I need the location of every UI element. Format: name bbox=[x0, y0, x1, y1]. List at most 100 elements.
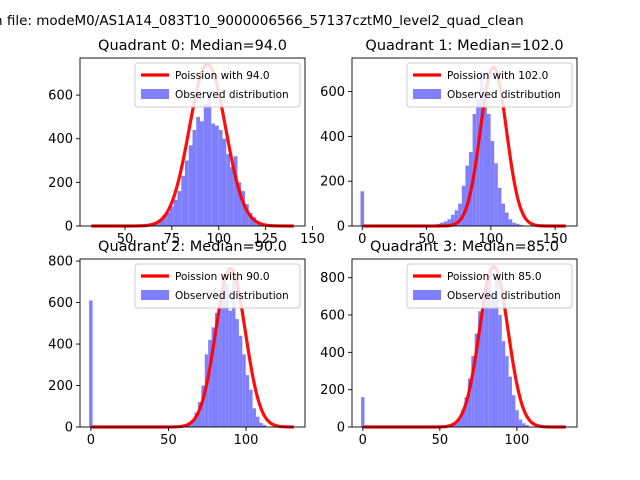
hist-bar bbox=[226, 154, 230, 226]
legend-hist-label: Observed distribution bbox=[175, 290, 289, 302]
hist-bar bbox=[512, 222, 516, 226]
hist-bar bbox=[490, 140, 495, 226]
hist-bar bbox=[498, 315, 502, 427]
legend: Poission with 102.0 Observed distribution bbox=[406, 62, 573, 108]
hist-bar bbox=[185, 160, 189, 226]
hist-bar bbox=[245, 375, 250, 427]
hist-bar bbox=[211, 123, 215, 226]
x-tick-label: 50 bbox=[160, 433, 177, 448]
hist-bar bbox=[471, 356, 475, 427]
panel-title: Quadrant 1: Median=102.0 bbox=[365, 38, 563, 54]
hist-bar bbox=[232, 277, 236, 427]
hist-bar bbox=[511, 395, 516, 427]
hist-bar bbox=[454, 423, 458, 427]
hist-bar bbox=[170, 206, 174, 226]
x-tick-label: 125 bbox=[253, 232, 278, 247]
hist-bar bbox=[201, 385, 205, 427]
panel-quadrant-2: 0 50 100 0 200 400 600 800 Quadrant 2: Median=90… bbox=[48, 239, 306, 448]
x-tick-label: 0 bbox=[359, 433, 367, 448]
y-tick-label: 600 bbox=[320, 85, 345, 100]
y-tick-label: 0 bbox=[337, 421, 345, 436]
panel-title: Quadrant 3: Median=85.0 bbox=[370, 239, 559, 255]
hist-bar bbox=[491, 296, 496, 427]
panel-quadrant-3: 0 50 100 0 200 400 600 800 Quadrant 3: Median=85… bbox=[320, 239, 578, 448]
hist-bar bbox=[487, 114, 491, 226]
hist-bar bbox=[255, 416, 260, 427]
hist-bar bbox=[451, 214, 455, 226]
hist-bar bbox=[211, 327, 215, 427]
hist-bar bbox=[447, 219, 451, 226]
x-tick-label: 150 bbox=[543, 232, 568, 247]
panel-quadrant-1: 0 50 100 150 0 200 400 600 Quadrant 1: Median=10… bbox=[320, 38, 578, 247]
y-tick-label: 600 bbox=[48, 89, 73, 104]
hist-bar bbox=[360, 191, 365, 226]
y-tick-label: 0 bbox=[65, 220, 73, 235]
hist-bar bbox=[515, 410, 519, 427]
x-tick-label: 50 bbox=[418, 232, 435, 247]
legend-hist-swatch bbox=[141, 89, 169, 99]
y-tick-label: 600 bbox=[48, 296, 73, 311]
hist-bar bbox=[515, 223, 520, 226]
x-tick-label: 100 bbox=[234, 433, 259, 448]
hist-bar bbox=[494, 163, 498, 226]
hist-bar bbox=[461, 410, 465, 427]
hist-bar bbox=[464, 397, 468, 427]
y-tick-label: 800 bbox=[320, 271, 345, 286]
y-tick-label: 200 bbox=[48, 176, 73, 191]
hist-bar bbox=[478, 311, 482, 427]
legend-line-label: Poission with 94.0 bbox=[175, 70, 270, 82]
y-tick-label: 600 bbox=[320, 309, 345, 324]
hist-bar bbox=[488, 268, 492, 427]
legend-hist-swatch bbox=[141, 290, 169, 300]
hist-bar bbox=[467, 378, 472, 427]
hist-bar bbox=[259, 422, 263, 427]
hist-bar bbox=[440, 222, 444, 226]
hist-bar bbox=[518, 419, 523, 427]
y-tick-label: 400 bbox=[48, 132, 73, 147]
x-tick-label: 150 bbox=[300, 232, 325, 247]
x-tick-label: 100 bbox=[504, 433, 529, 448]
axes-frame bbox=[79, 258, 306, 428]
hist-bar bbox=[454, 210, 459, 226]
legend: Poission with 94.0 Observed distribution bbox=[134, 62, 301, 108]
hist-bar bbox=[461, 185, 466, 226]
hist-bar bbox=[249, 389, 253, 427]
hist-bar bbox=[177, 191, 182, 226]
x-tick-label: 50 bbox=[117, 232, 134, 247]
hist-bar bbox=[505, 212, 509, 226]
hist-bar bbox=[233, 156, 238, 226]
y-tick-label: 200 bbox=[320, 383, 345, 398]
hist-bar bbox=[262, 424, 267, 427]
x-tick-label: 0 bbox=[358, 232, 366, 247]
legend-hist-label: Observed distribution bbox=[175, 89, 289, 101]
hist-bar bbox=[89, 300, 93, 427]
hist-bar bbox=[481, 300, 485, 427]
hist-bar bbox=[242, 354, 246, 427]
hist-bar bbox=[508, 376, 512, 427]
y-tick-label: 400 bbox=[320, 130, 345, 145]
hist-bar bbox=[476, 98, 480, 226]
hist-bar bbox=[158, 219, 163, 226]
hist-bar bbox=[194, 412, 198, 427]
hist-bar bbox=[221, 273, 226, 427]
hist-bar bbox=[361, 397, 365, 427]
hist-bar bbox=[218, 292, 222, 427]
hist-bar bbox=[230, 167, 234, 226]
hist-bar bbox=[248, 212, 253, 226]
legend-box bbox=[406, 263, 573, 309]
hist-bar bbox=[484, 281, 489, 427]
hist-bar bbox=[474, 333, 479, 427]
y-tick-label: 200 bbox=[48, 379, 73, 394]
legend-line-label: Poission with 85.0 bbox=[447, 271, 542, 283]
hist-bar bbox=[208, 339, 212, 427]
hist-bar bbox=[225, 283, 229, 427]
hist-bar bbox=[501, 203, 505, 226]
hist-bar bbox=[191, 420, 195, 427]
x-tick-label: 100 bbox=[206, 232, 231, 247]
hist-bar bbox=[237, 182, 242, 226]
hist-bar bbox=[497, 187, 502, 226]
hist-bar bbox=[203, 103, 208, 226]
legend-hist-label: Observed distribution bbox=[447, 89, 561, 101]
hist-bar bbox=[443, 221, 448, 226]
legend: Poission with 90.0 Observed distribution bbox=[134, 263, 301, 309]
